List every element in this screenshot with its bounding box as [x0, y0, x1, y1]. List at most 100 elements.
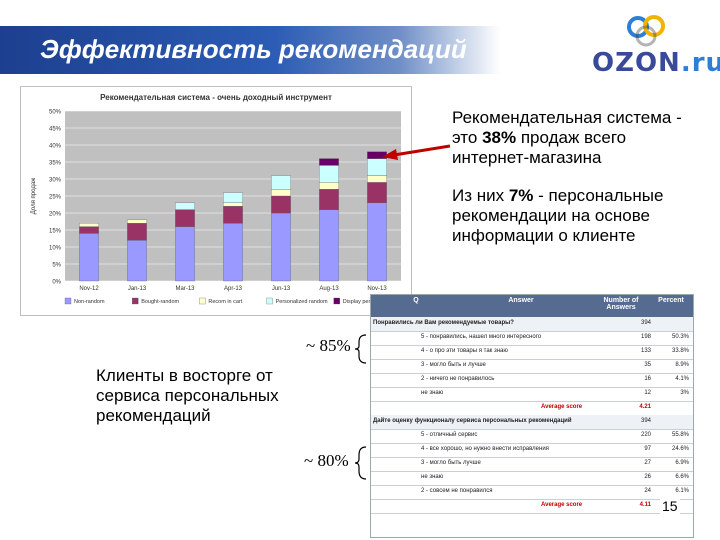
x-tick-label: Aug-13: [319, 286, 339, 292]
x-tick-label: Jun-13: [272, 286, 291, 292]
row-percent: 6.1%: [675, 488, 689, 494]
legend-label: Display personalized: [343, 299, 394, 305]
table-row: 3 - могло быть и лучше 35 8.9%: [371, 359, 693, 374]
row-answer: Дайте оценку функционалу сервиса персона…: [373, 418, 572, 424]
bar-segment: [271, 195, 291, 214]
row-percent: 33.8%: [671, 348, 689, 354]
note1-pre: Рекомендательная система - это: [452, 108, 682, 147]
row-answer: 4 - все хорошо, но нужно внести исправле…: [421, 446, 549, 452]
row-percent: 4.1%: [675, 376, 689, 382]
row-count: 35: [644, 362, 651, 368]
bar-segment: [79, 226, 99, 234]
row-answer: 3 - могло быть лучше: [421, 460, 481, 466]
row-count: 16: [644, 376, 651, 382]
header-question: Q: [413, 297, 419, 304]
legend-swatch: [199, 297, 206, 305]
row-answer: 2 - совсем не понравился: [421, 488, 493, 494]
bar-segment: [367, 202, 387, 282]
note1-bold: 38%: [482, 128, 517, 147]
note-7-percent: Из них 7% - персональные рекомендации на…: [452, 186, 702, 246]
table-row: 4 - о про эти товары я так знаю 133 33.8%: [371, 345, 693, 360]
legend-swatch: [266, 297, 273, 305]
survey-table: Q Answer Number of Answers Percent Понра…: [370, 294, 694, 538]
bar-segment: [223, 223, 243, 282]
legend-swatch: [64, 297, 72, 305]
bar-segment: [127, 240, 147, 282]
row-answer: Average score: [541, 404, 583, 410]
row-count: 133: [640, 348, 651, 354]
row-count: 198: [640, 334, 651, 340]
bar-segment: [319, 165, 339, 183]
bar-segment: [271, 189, 291, 197]
row-count: 220: [640, 432, 651, 438]
survey-question-row: Понравились ли Вам рекомендуемые товары?…: [371, 317, 693, 332]
logo-name: OZON: [592, 48, 681, 78]
row-answer: 4 - о про эти товары я так знаю: [421, 348, 508, 354]
bar-segment: [319, 189, 339, 210]
row-count: 4.11: [639, 502, 651, 508]
row-count: 394: [640, 320, 651, 326]
bar-segment: [175, 209, 195, 227]
row-answer: 3 - могло быть и лучше: [421, 362, 486, 368]
chart-frame: Рекомендательная система - очень доходны…: [20, 86, 412, 316]
table-row: 5 - понравились, нашел много интересного…: [371, 331, 693, 346]
bar-segment: [367, 175, 387, 183]
row-percent: 50.3%: [671, 334, 689, 340]
row-percent: 8.9%: [675, 362, 689, 368]
header-number: Number of Answers: [603, 297, 639, 311]
x-tick-label: Jan-13: [128, 286, 147, 292]
y-tick-label: 45%: [49, 127, 62, 133]
row-count: 24: [644, 488, 651, 494]
bar-segment: [271, 212, 291, 282]
note2-pre: Из них: [452, 186, 509, 205]
table-row: 2 - совсем не понравился 24 6.1%: [371, 485, 693, 500]
bar-segment: [271, 175, 291, 190]
row-count: 4.21: [639, 404, 651, 410]
average-score-row: Average score 4.21: [371, 401, 693, 416]
note1-post: продаж всего интернет-магазина: [452, 128, 627, 167]
stacked-bar-chart: 0% 5% 10% 15% 20% 25% 30% 35% 40% 45% 50% Доля прод…: [31, 110, 401, 305]
x-tick-label: Apr-13: [224, 286, 243, 292]
bar-segment: [319, 182, 339, 190]
y-tick-label: 35%: [49, 161, 62, 167]
row-answer: 5 - отличный сервис: [421, 432, 478, 438]
row-count: 27: [644, 460, 651, 466]
clients-text-body: Клиенты в восторге от сервиса персональн…: [96, 366, 279, 425]
slide-title: Эффективность рекомендаций: [40, 34, 467, 64]
y-tick-label: 30%: [49, 178, 62, 184]
y-tick-label: 10%: [49, 246, 62, 252]
row-percent: 3%: [680, 390, 689, 396]
row-percent: 6.6%: [675, 474, 689, 480]
clients-text: Клиенты в восторге от сервиса персональн…: [96, 366, 296, 426]
legend-label: Bought-random: [141, 299, 179, 305]
bar-segment: [223, 202, 243, 207]
row-percent: 55.8%: [671, 432, 689, 438]
bar-segment: [223, 192, 243, 203]
page-number: 15: [660, 498, 680, 514]
brace-85-icon: [354, 334, 367, 364]
legend-label: Personalized random: [276, 299, 328, 305]
bar-segment: [319, 158, 339, 166]
row-count: 394: [640, 418, 651, 424]
survey-question-row: Дайте оценку функционалу сервиса персона…: [371, 415, 693, 430]
x-tick-label: Nov-13: [367, 286, 387, 292]
row-answer: Average score: [541, 502, 583, 508]
y-tick-label: 20%: [49, 212, 62, 218]
survey-header: Q Answer Number of Answers Percent: [371, 295, 693, 317]
table-row: 4 - все хорошо, но нужно внести исправле…: [371, 443, 693, 458]
table-row: не знаю 12 3%: [371, 387, 693, 402]
row-count: 97: [644, 446, 651, 452]
ozon-logo: OZON.ru: [592, 14, 720, 78]
legend-swatch: [333, 297, 340, 305]
row-count: 26: [644, 474, 651, 480]
note2-post: - персональные рекомендации на основе ин…: [452, 186, 664, 245]
red-arrow-icon: [382, 144, 451, 160]
row-answer: не знаю: [421, 390, 444, 396]
x-tick-label: Mar-13: [175, 286, 195, 292]
table-row: 2 - ничего не понравилось 16 4.1%: [371, 373, 693, 388]
title-band: [0, 26, 500, 74]
bar-segment: [175, 202, 195, 210]
row-answer: не знаю: [421, 474, 444, 480]
bar-segment: [175, 226, 195, 282]
average-score-row: Average score 4.11: [371, 499, 693, 514]
